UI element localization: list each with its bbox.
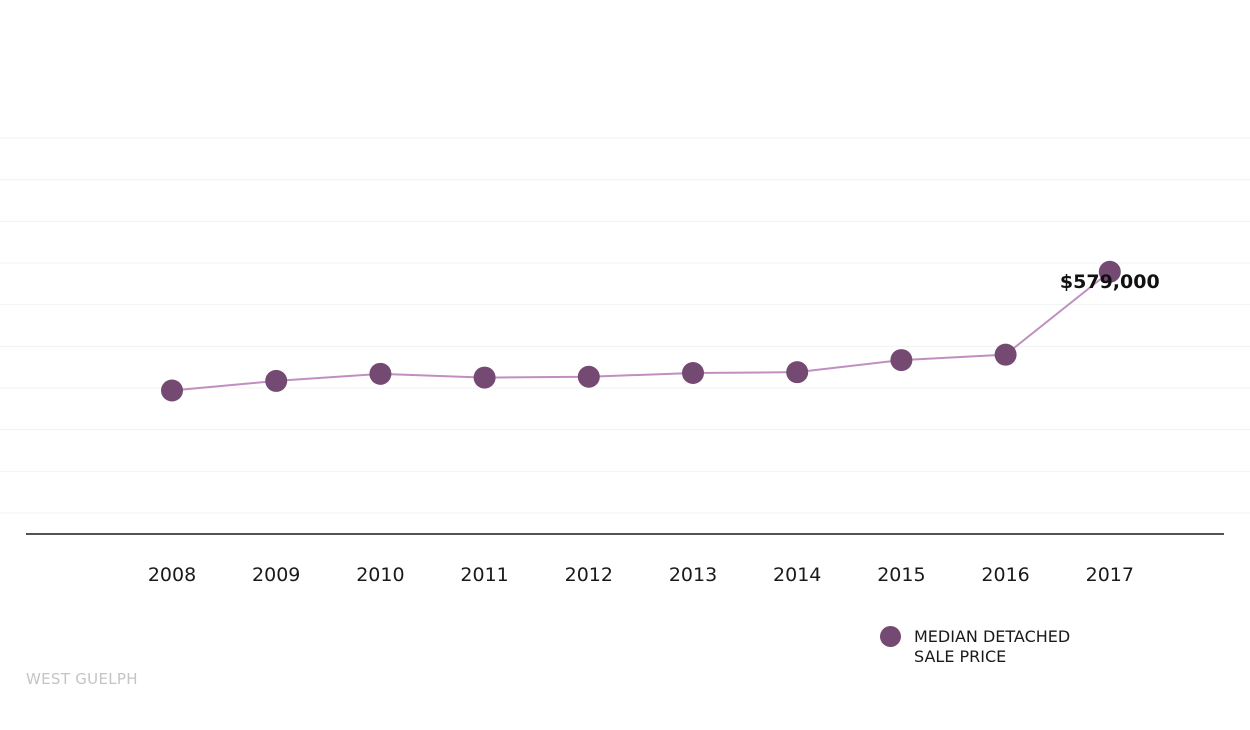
x-tick-label-2010: 2010 — [356, 564, 404, 586]
x-tick-label-2008: 2008 — [148, 564, 196, 586]
x-axis-tick-labels: 2008 2009 2010 2011 2012 2013 2014 2015 2016 2017 — [148, 564, 1134, 586]
data-point-2015 — [890, 349, 913, 372]
x-tick-label-2017: 2017 — [1086, 564, 1134, 586]
data-point-2008 — [161, 379, 183, 402]
x-tick-label-2015: 2015 — [877, 564, 925, 586]
data-points — [161, 260, 1121, 402]
x-tick-label-2016: 2016 — [981, 564, 1029, 586]
x-tick-label-2012: 2012 — [565, 564, 613, 586]
series-line-path — [171, 270, 1111, 392]
region-label: WEST GUELPH — [26, 670, 138, 688]
data-point-2012 — [577, 365, 600, 388]
series-line — [171, 270, 1111, 392]
legend: MEDIAN DETACHED SALE PRICE — [880, 626, 1104, 667]
data-label-2017: $579,000 — [1060, 271, 1160, 293]
x-tick-label-2009: 2009 — [252, 564, 300, 586]
gridlines — [0, 137, 1250, 514]
legend-marker — [880, 626, 901, 647]
data-point-2013 — [682, 362, 704, 384]
legend-label: MEDIAN DETACHED SALE PRICE — [914, 627, 1071, 666]
x-tick-label-2014: 2014 — [773, 564, 821, 586]
data-point-2009 — [265, 369, 288, 392]
data-point-2017 — [1098, 260, 1121, 283]
x-tick-label-2011: 2011 — [460, 564, 508, 586]
data-point-2016 — [994, 343, 1017, 366]
data-point-2010 — [369, 362, 392, 385]
x-tick-label-2013: 2013 — [669, 564, 717, 586]
data-point-2014 — [786, 361, 809, 384]
data-point-2011 — [473, 366, 496, 389]
data-labels: $579,000 — [1060, 271, 1160, 293]
